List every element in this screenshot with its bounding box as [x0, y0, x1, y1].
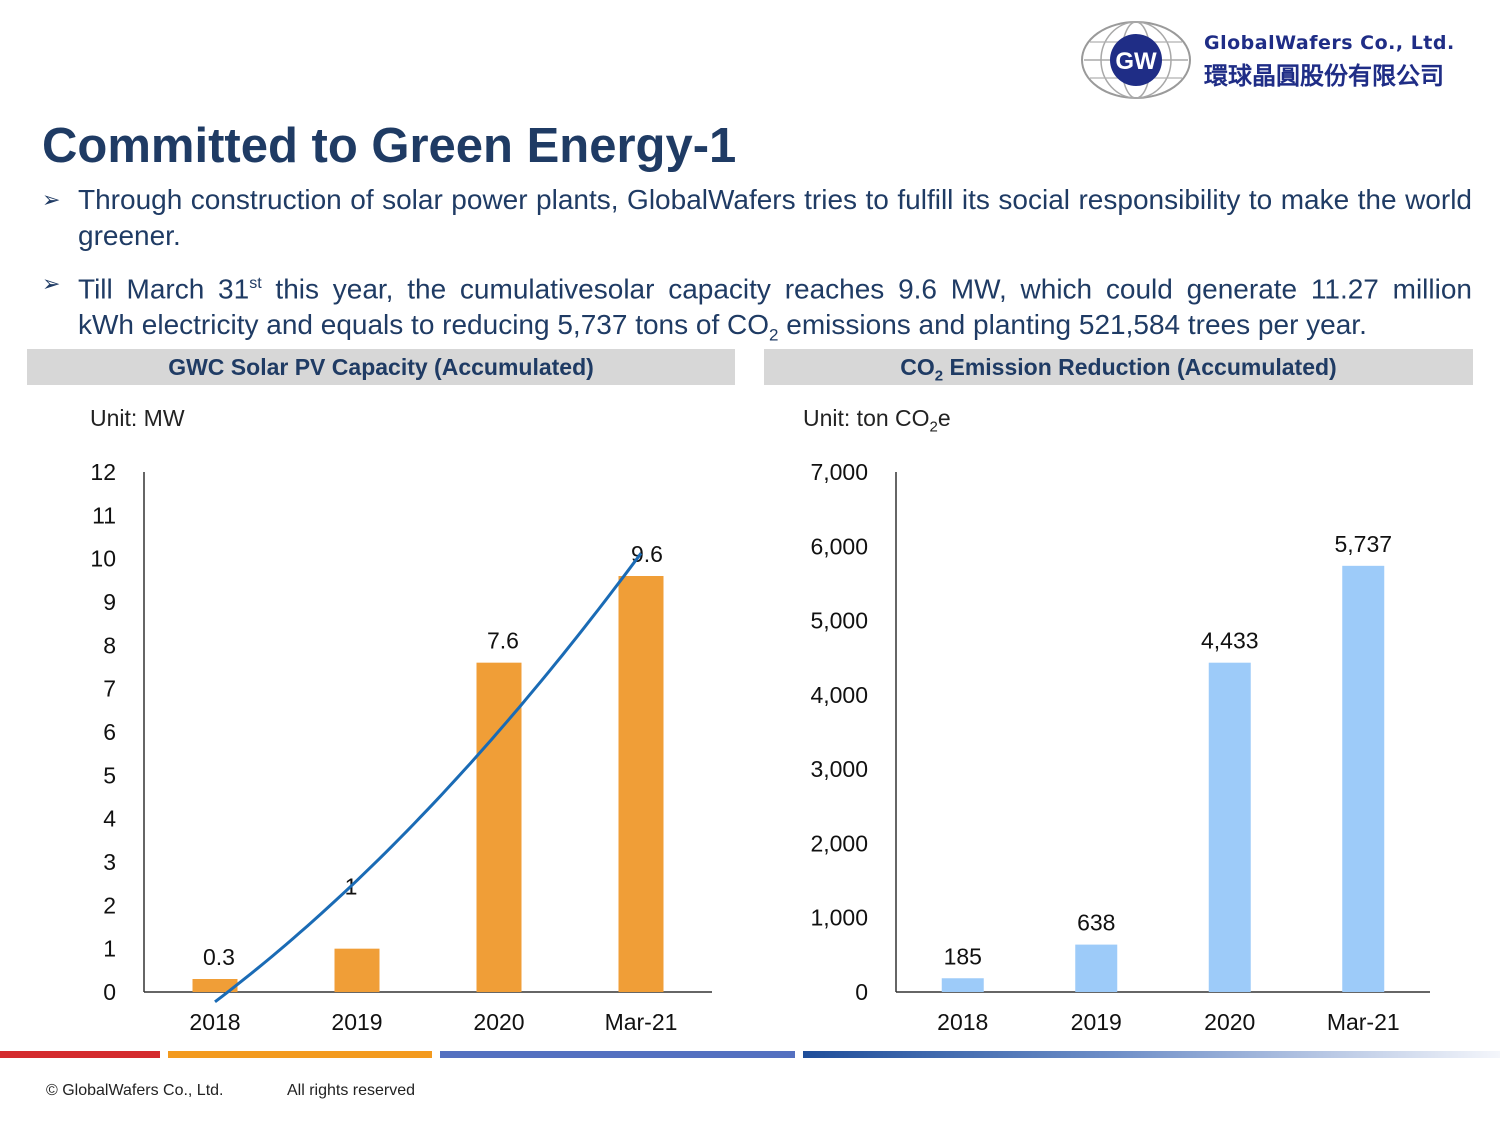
stripe-orange — [168, 1051, 432, 1058]
solar-y-tick-label: 9 — [103, 589, 116, 615]
co2-chart-title-sub: 2 — [934, 367, 944, 385]
logo-mark: GW — [1115, 48, 1157, 75]
solar-trendline — [214, 552, 643, 1003]
bullet-solar-plants: ➢ Through construction of solar power pl… — [42, 182, 1472, 254]
arrow-bullet-icon: ➢ — [42, 187, 61, 212]
stripe-gradient — [803, 1051, 1500, 1058]
logo-company-name-zh: 環球晶圓股份有限公司 — [1204, 62, 1444, 90]
solar-bar — [334, 948, 380, 992]
solar-bar — [192, 979, 238, 992]
co2-x-tick-label: 2018 — [937, 1009, 988, 1035]
co2-data-label: 185 — [944, 943, 982, 969]
footer-color-stripes — [0, 1051, 1500, 1058]
co2-y-tick-label: 6,000 — [810, 533, 868, 559]
solar-capacity-chart: 01234567891011120.32018120197.620209.6Ma… — [90, 459, 712, 1035]
bullet-line2-sub: 2 — [769, 325, 779, 345]
co2-y-tick-label: 4,000 — [810, 682, 868, 708]
solar-y-tick-label: 4 — [103, 806, 116, 832]
co2-y-tick-label: 1,000 — [810, 905, 868, 931]
footer-copyright: © GlobalWafers Co., Ltd. — [46, 1082, 224, 1099]
stripe-blue — [440, 1051, 795, 1058]
solar-y-tick-label: 7 — [103, 676, 116, 702]
solar-chart-title: GWC Solar PV Capacity (Accumulated) — [27, 349, 735, 385]
solar-x-tick-label: Mar-21 — [605, 1009, 678, 1035]
co2-unit-label: Unit: ton CO2e — [803, 405, 951, 436]
co2-bar — [1075, 944, 1118, 992]
solar-x-tick-label: 2020 — [473, 1009, 524, 1035]
co2-x-tick-label: 2019 — [1071, 1009, 1122, 1035]
solar-data-label: 0.3 — [203, 944, 235, 970]
solar-y-tick-label: 6 — [103, 719, 116, 745]
co2-data-label: 638 — [1077, 910, 1115, 936]
solar-bar — [618, 576, 664, 992]
solar-x-tick-label: 2019 — [331, 1009, 382, 1035]
co2-chart-title-b: Emission Reduction (Accumulated) — [943, 354, 1337, 380]
solar-y-tick-label: 1 — [103, 936, 116, 962]
co2-y-tick-label: 2,000 — [810, 830, 868, 856]
solar-data-label: 7.6 — [487, 628, 519, 654]
co2-unit-a: Unit: ton CO — [803, 405, 930, 431]
co2-chart-title-a: CO — [900, 354, 935, 380]
logo-company-name-en: GlobalWafers Co., Ltd. — [1204, 32, 1455, 54]
stripe-red — [0, 1051, 160, 1058]
co2-bar — [1208, 662, 1251, 992]
bullet-line2-b: emissions and planting 521,584 trees per… — [778, 309, 1367, 341]
bullet-line1-sup: st — [249, 275, 262, 292]
solar-y-tick-label: 10 — [90, 546, 116, 572]
solar-data-label: 9.6 — [631, 541, 663, 567]
bullet-cumulative-capacity: ➢ Till March 31st this year, the cumulat… — [42, 266, 1472, 354]
solar-x-tick-label: 2018 — [189, 1009, 240, 1035]
co2-chart-title: CO2 Emission Reduction (Accumulated) — [764, 349, 1473, 385]
co2-x-tick-label: 2020 — [1204, 1009, 1255, 1035]
bullet-line1-a: Till March 31 — [78, 273, 250, 305]
co2-reduction-chart: 0 1,000 2,000 3,000 4,000 5,000 6,000 7,000 185 2… — [810, 459, 1430, 1035]
solar-y-tick-label: 8 — [103, 632, 116, 658]
solar-y-tick-label: 5 — [103, 762, 116, 788]
co2-data-label: 4,433 — [1201, 628, 1259, 654]
solar-y-tick-label: 0 — [103, 979, 116, 1005]
co2-x-tick-label: Mar-21 — [1327, 1009, 1400, 1035]
solar-y-tick-label: 12 — [90, 459, 116, 485]
globe-logo-icon: GW — [1081, 21, 1191, 99]
co2-bar — [941, 978, 984, 992]
page-title: Committed to Green Energy-1 — [42, 119, 737, 173]
footer-rights: All rights reserved — [287, 1082, 416, 1099]
solar-y-tick-label: 3 — [103, 849, 116, 875]
co2-y-tick-label: 7,000 — [810, 459, 868, 485]
co2-y-tick-label: 0 — [855, 979, 868, 1005]
solar-unit-label: Unit: MW — [90, 405, 185, 431]
co2-y-tick-label: 3,000 — [810, 756, 868, 782]
co2-bar — [1342, 565, 1385, 992]
bullet-line1-b: this year, the cumulativesolar capacity … — [261, 273, 1472, 305]
company-logo: GW GlobalWafers Co., Ltd. 環球晶圓股份有限公司 — [1080, 20, 1470, 100]
arrow-bullet-icon: ➢ — [42, 271, 61, 296]
solar-y-tick-label: 2 — [103, 892, 116, 918]
solar-y-tick-label: 11 — [92, 502, 116, 528]
co2-data-label: 5,737 — [1334, 531, 1392, 557]
co2-unit-b: e — [937, 405, 951, 431]
co2-unit-sub: 2 — [929, 418, 938, 436]
co2-y-tick-label: 5,000 — [810, 608, 868, 634]
bullet-line2-a: kWh electricity and equals to reducing 5… — [78, 309, 770, 341]
bullet-text: Through construction of solar power plan… — [78, 184, 1472, 251]
solar-bar — [476, 662, 522, 992]
